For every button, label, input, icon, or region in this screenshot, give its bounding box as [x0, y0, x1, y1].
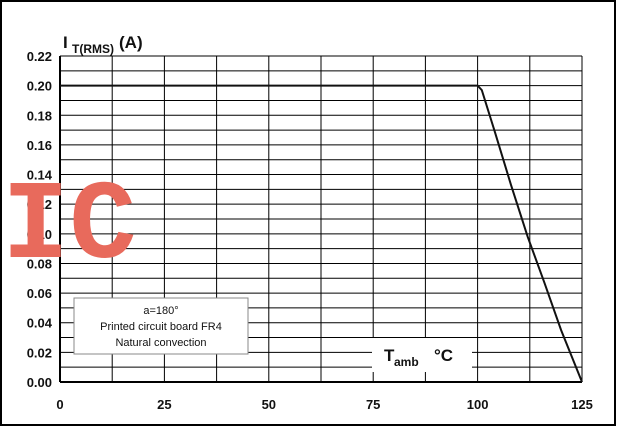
y-tick-label: 0.18: [27, 108, 52, 123]
watermark-text: IC: [2, 164, 136, 291]
y-axis-tick-labels: 0.00 0.02 0.04 0.06 0.08 0.10 0.12 0.14 0.16 0.18…: [27, 49, 53, 390]
y-tick-label: 0.10: [27, 227, 52, 242]
y-tick-label: 0.20: [27, 79, 52, 94]
x-tick-label: 100: [467, 397, 489, 412]
y-tick-label: 0.14: [27, 168, 53, 183]
x-tick-label: 0: [56, 397, 63, 412]
x-axis-label: T amb °C: [372, 338, 472, 372]
annotation-line-3: Natural convection: [115, 337, 206, 349]
x-axis-label-sub: amb: [394, 355, 419, 369]
y-tick-label: 0.08: [27, 256, 52, 271]
y-tick-label: 0.00: [27, 375, 52, 390]
x-tick-label: 75: [366, 397, 380, 412]
y-axis-label-unit: (A): [119, 33, 143, 52]
annotation-box: a=180° Printed circuit board FR4 Natural…: [73, 297, 249, 355]
y-tick-label: 0.12: [27, 197, 52, 212]
y-tick-label: 0.06: [27, 286, 52, 301]
y-axis-label-sub: T(RMS): [72, 42, 114, 56]
x-axis-label-main: T: [384, 346, 395, 365]
x-axis-label-bg: [372, 338, 472, 372]
y-axis-label-main: I: [63, 33, 68, 52]
y-axis-label: I T(RMS) (A): [63, 33, 143, 56]
y-tick-label: 0.16: [27, 138, 52, 153]
y-tick-label: 0.02: [27, 345, 52, 360]
y-tick-label: 0.04: [27, 316, 53, 331]
watermark: IC: [2, 164, 136, 291]
annotation-line-2: Printed circuit board FR4: [100, 321, 222, 333]
series-line: [60, 84, 583, 383]
annotation-box-bg: [73, 297, 249, 355]
y-tick-label: 0.22: [27, 49, 52, 64]
x-axis-label-unit: °C: [434, 346, 453, 365]
annotation-line-1: a=180°: [143, 305, 178, 317]
x-tick-label: 125: [571, 397, 593, 412]
x-tick-label: 25: [157, 397, 171, 412]
x-tick-label: 50: [262, 397, 276, 412]
x-axis-tick-labels: 0 25 50 75 100 125: [56, 397, 592, 412]
